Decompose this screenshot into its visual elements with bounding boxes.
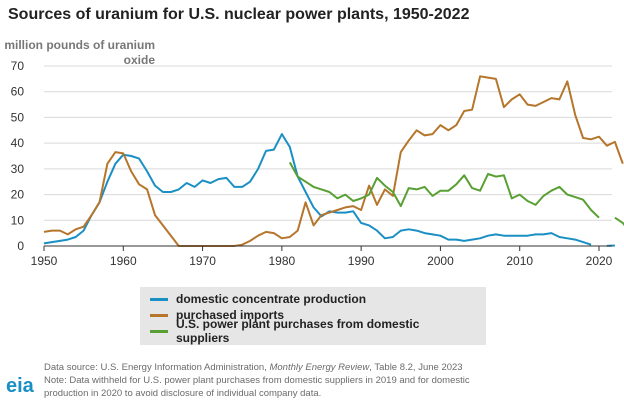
y-tick-label-50: 50 <box>11 110 25 124</box>
chart-legend: domestic concentrate production purchase… <box>140 287 486 345</box>
x-tick-label-2010: 2010 <box>506 254 533 268</box>
x-tick-label-2000: 2000 <box>427 254 454 268</box>
legend-label-domestic-suppliers: U.S. power plant purchases from domestic… <box>176 317 420 345</box>
footnote-line-1: Note: Data withheld for U.S. power plant… <box>44 375 470 386</box>
y-tick-label-40: 40 <box>11 136 25 150</box>
y-tick-label-10: 10 <box>11 213 25 227</box>
x-tick-label-2020: 2020 <box>586 254 613 268</box>
x-tick-label-1990: 1990 <box>348 254 375 268</box>
series-line-2-segment-0 <box>288 161 600 219</box>
series-line-2-segment-1 <box>614 216 624 227</box>
x-tick-label-1970: 1970 <box>189 254 216 268</box>
y-axis-label-line1: million pounds of uranium <box>4 38 155 52</box>
y-tick-label-0: 0 <box>17 239 24 253</box>
legend-label-domestic-production: domestic concentrate production <box>176 292 367 306</box>
legend-swatch-purchased-imports <box>150 313 168 317</box>
source-suffix: , Table 8.2, June 2023 <box>369 362 463 373</box>
footnote-line-2: production in 2020 to avoid disclosure o… <box>44 388 322 399</box>
y-axis-label-line2: oxide <box>124 53 156 67</box>
line-chart: million pounds of uranium oxide 0 10 20 30 4… <box>4 38 624 268</box>
legend-swatch-domestic-production <box>150 297 168 301</box>
x-tick-label-1980: 1980 <box>269 254 296 268</box>
y-tick-label-30: 30 <box>11 162 25 176</box>
x-tick-label-1950: 1950 <box>31 254 58 268</box>
series-line-1-segment-0 <box>43 75 624 247</box>
chart-title: Sources of uranium for U.S. nuclear powe… <box>8 6 470 23</box>
data-source-note: Data source: U.S. Energy Information Adm… <box>44 362 463 373</box>
eia-logo: eia <box>6 375 34 397</box>
source-publication: Monthly Energy Review <box>269 362 370 373</box>
legend-swatch-domestic-suppliers <box>150 329 168 333</box>
legend-item-domestic-suppliers: U.S. power plant purchases from domestic… <box>150 317 476 345</box>
legend-label-purchased-imports: purchased imports <box>176 308 285 322</box>
series-line-0-segment-0 <box>43 133 592 246</box>
y-tick-label-20: 20 <box>11 188 25 202</box>
legend-item-domestic-production: domestic concentrate production <box>150 291 476 307</box>
x-tick-label-1960: 1960 <box>110 254 137 268</box>
source-prefix: Data source: U.S. Energy Information Adm… <box>44 362 270 373</box>
y-tick-label-60: 60 <box>11 85 25 99</box>
legend-item-purchased-imports: purchased imports <box>150 307 476 323</box>
y-tick-label-70: 70 <box>11 59 25 73</box>
